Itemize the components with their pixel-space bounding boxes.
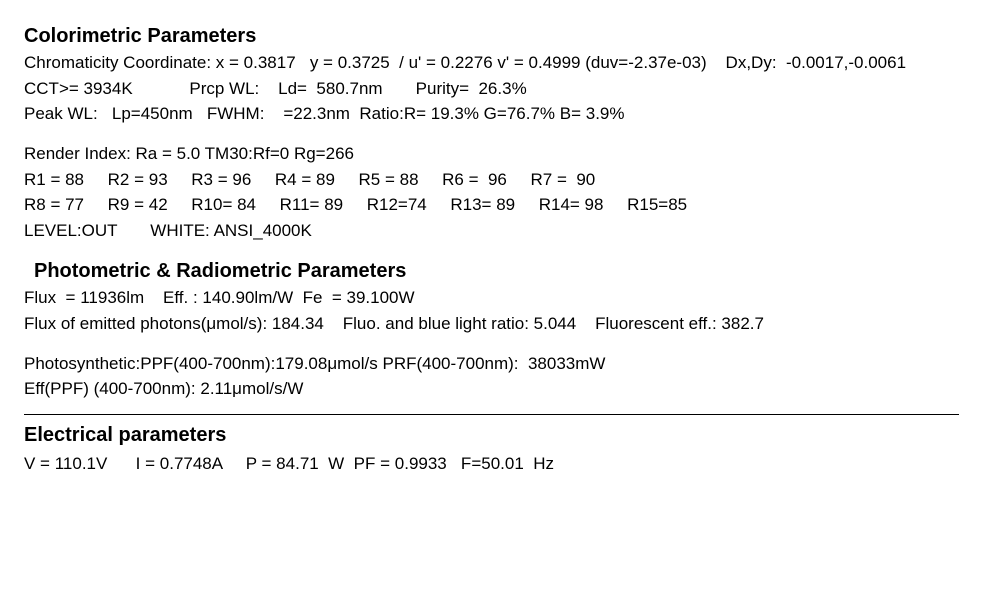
level-white-line: LEVEL:OUT WHITE: ANSI_4000K	[24, 219, 976, 244]
electrical-values-line: V = 110.1V I = 0.7748A P = 84.71 W PF = …	[24, 452, 976, 477]
ppf-line: Photosynthetic:PPF(400-700nm):179.08μmol…	[24, 352, 976, 377]
colorimetric-heading: Colorimetric Parameters	[24, 22, 976, 51]
photons-line: Flux of emitted photons(μmol/s): 184.34 …	[24, 312, 976, 337]
render-index-line: Render Index: Ra = 5.0 TM30:Rf=0 Rg=266	[24, 142, 976, 167]
cct-line: CCT>= 3934K Prcp WL: Ld= 580.7nm Purity=…	[24, 77, 976, 102]
electrical-heading: Electrical parameters	[24, 421, 976, 450]
separator-line	[24, 414, 959, 415]
peak-wl-line: Peak WL: Lp=450nm FWHM: =22.3nm Ratio:R=…	[24, 102, 976, 127]
r-values-row1: R1 = 88 R2 = 93 R3 = 96 R4 = 89 R5 = 88 …	[24, 168, 976, 193]
flux-line: Flux = 11936lm Eff. : 140.90lm/W Fe = 39…	[24, 286, 976, 311]
photometric-heading: Photometric & Radiometric Parameters	[34, 257, 976, 286]
chromaticity-line: Chromaticity Coordinate: x = 0.3817 y = …	[24, 51, 976, 76]
eff-ppf-line: Eff(PPF) (400-700nm): 2.11μmol/s/W	[24, 377, 976, 402]
r-values-row2: R8 = 77 R9 = 42 R10= 84 R11= 89 R12=74 R…	[24, 193, 976, 218]
